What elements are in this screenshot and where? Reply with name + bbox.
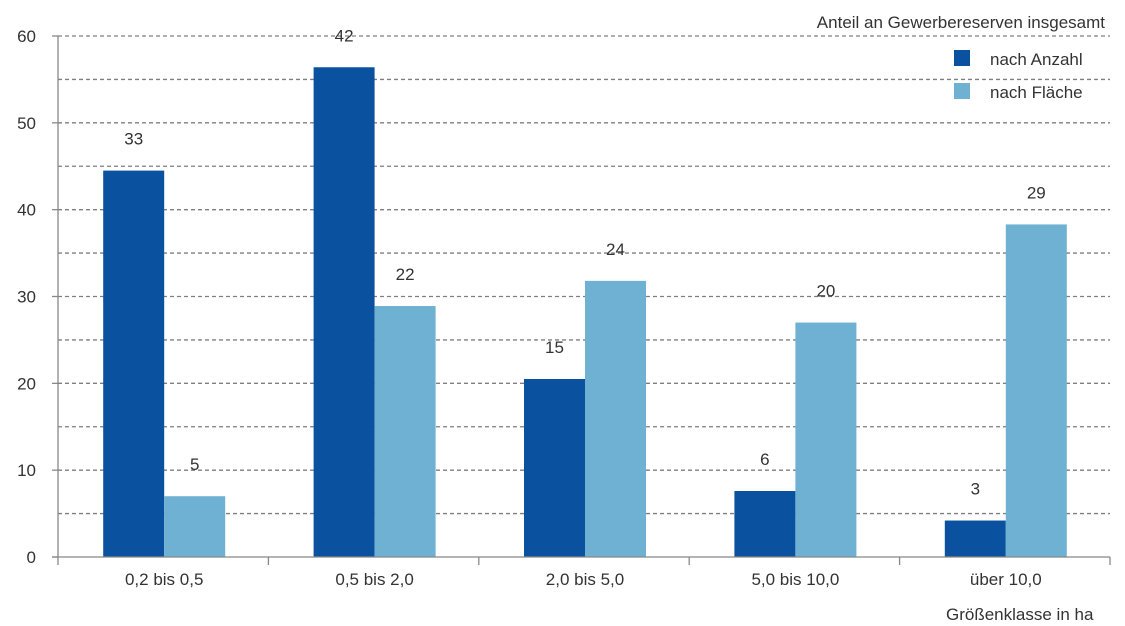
bar-nach-flaeche	[374, 306, 436, 557]
gridlines	[58, 35, 1110, 515]
bar-nach-flaeche	[1005, 224, 1067, 557]
x-tick-label: über 10,0	[970, 570, 1042, 589]
x-axis-title: Größenklasse in ha	[946, 605, 1094, 624]
y-tick-label: 40	[17, 201, 36, 220]
legend-label-nach-anzahl: nach Anzahl	[990, 50, 1083, 69]
y-tick-label: 30	[17, 288, 36, 307]
bar-nach-anzahl	[734, 491, 796, 557]
bar-nach-anzahl	[313, 67, 375, 557]
data-label-nach-anzahl: 15	[545, 338, 564, 357]
data-label-nach-anzahl: 3	[971, 480, 980, 499]
x-tick-label: 2,0 bis 5,0	[546, 570, 624, 589]
x-tick-label: 0,2 bis 0,5	[125, 570, 203, 589]
x-tick-label: 0,5 bis 2,0	[335, 570, 413, 589]
y-tick-label: 10	[17, 461, 36, 480]
axes	[52, 35, 1111, 565]
data-label-nach-anzahl: 6	[760, 450, 769, 469]
data-label-nach-flaeche: 24	[606, 240, 625, 259]
bar-nach-anzahl	[524, 378, 585, 557]
data-label-nach-flaeche: 5	[190, 455, 199, 474]
data-label-nach-flaeche: 20	[816, 282, 835, 301]
bars	[103, 67, 1067, 557]
bar-nach-flaeche	[795, 322, 857, 557]
legend: nach Anzahl nach Fläche	[954, 50, 1083, 102]
bar-nach-anzahl	[944, 520, 1006, 557]
data-label-nach-anzahl: 42	[335, 26, 354, 45]
y-tick-label: 0	[27, 548, 36, 567]
x-tick-labels: 0,2 bis 0,5 0,5 bis 2,0 2,0 bis 5,0 5,0 bis…	[125, 570, 1042, 589]
legend-swatch-nach-anzahl	[954, 50, 970, 66]
legend-label-nach-flaeche: nach Fläche	[990, 83, 1083, 102]
data-label-nach-flaeche: 22	[396, 265, 415, 284]
bar-nach-flaeche	[164, 496, 226, 557]
y-tick-labels: 0 10 20 30 40 50 60	[17, 27, 36, 567]
data-label-nach-anzahl: 33	[124, 130, 143, 149]
y-tick-label: 20	[17, 374, 36, 393]
data-label-nach-flaeche: 29	[1027, 183, 1046, 202]
y-axis-title: Anteil an Gewerbereserven insgesamt	[817, 13, 1105, 32]
y-tick-label: 50	[17, 114, 36, 133]
y-tick-label: 60	[17, 27, 36, 46]
bar-nach-flaeche	[585, 280, 646, 557]
x-tick-label: 5,0 bis 10,0	[751, 570, 839, 589]
bar-nach-anzahl	[103, 170, 165, 557]
data-labels: 33 5 42 22 15 24 6 20 3 29	[124, 26, 1046, 498]
legend-swatch-nach-flaeche	[954, 83, 970, 99]
